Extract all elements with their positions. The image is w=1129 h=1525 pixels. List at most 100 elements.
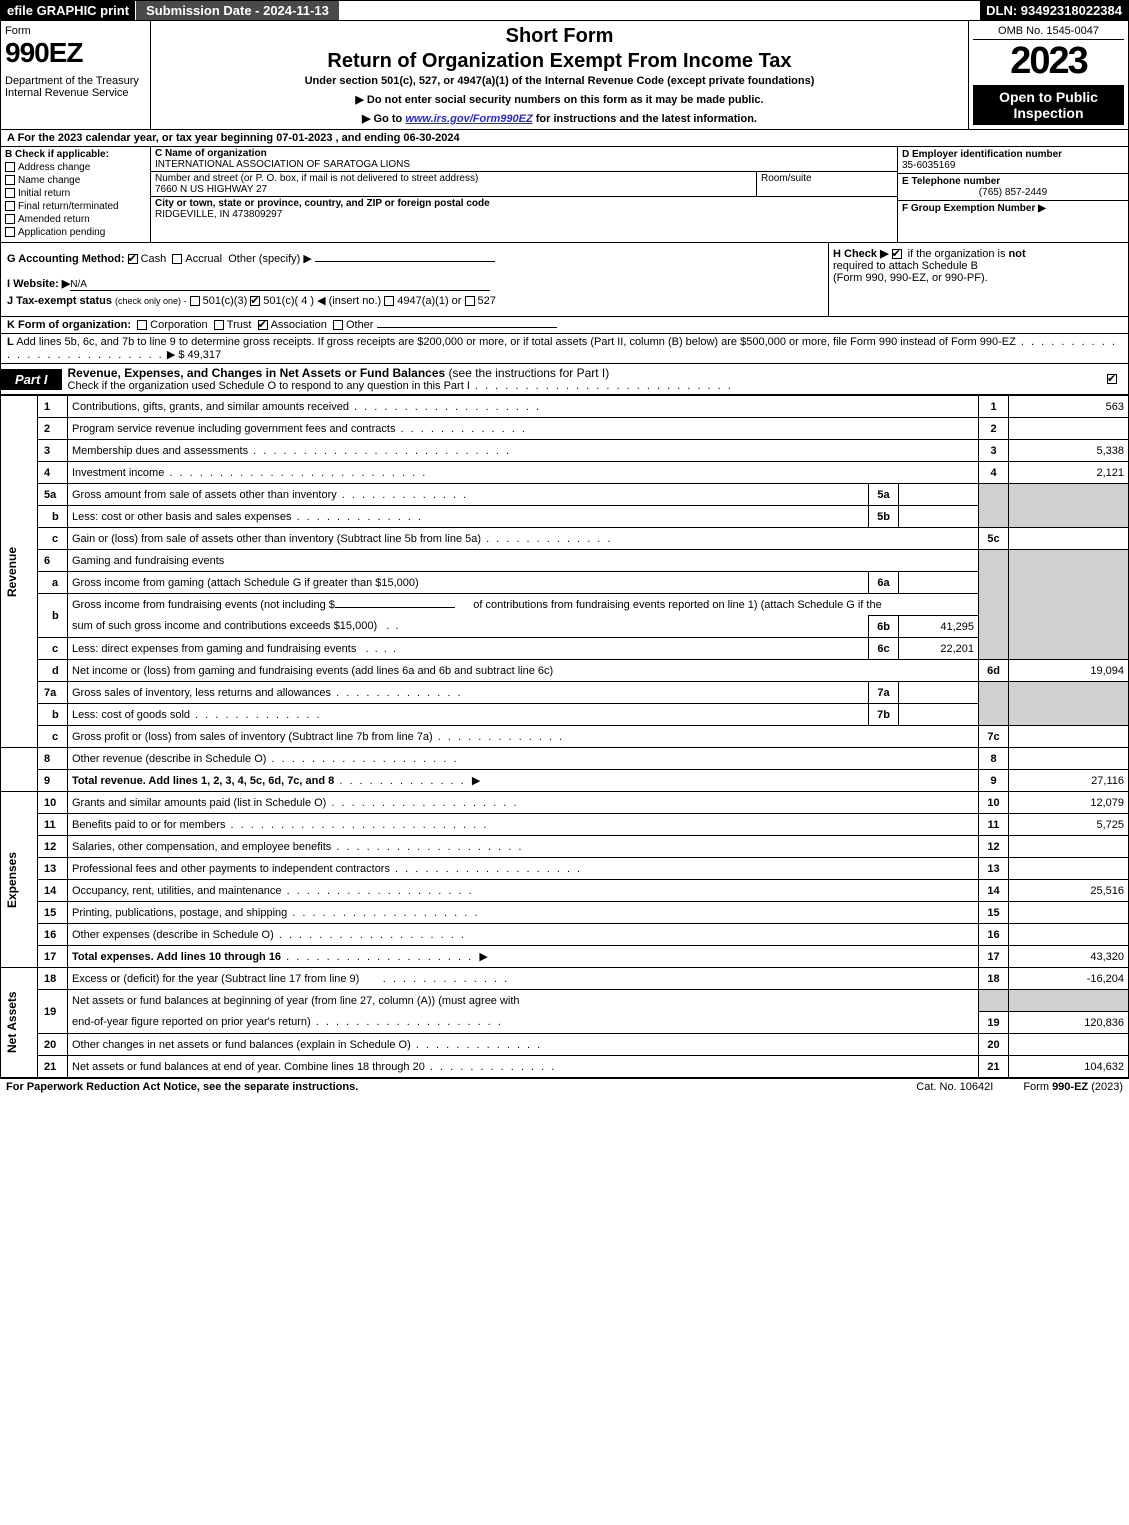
line-16-value [1009,924,1129,946]
k-trust[interactable] [214,320,224,330]
part-1-title: Revenue, Expenses, and Changes in Net As… [62,364,739,394]
line-14-value: 25,516 [1009,880,1129,902]
header-center: Short Form Return of Organization Exempt… [151,21,968,129]
ein-row: D Employer identification number 35-6035… [898,147,1128,174]
top-bar: efile GRAPHIC print Submission Date - 20… [0,0,1129,21]
org-name-row: C Name of organization INTERNATIONAL ASS… [151,147,897,172]
footer-right: Form 990-EZ (2023) [1023,1081,1123,1093]
gij-left: G Accounting Method: Cash Accrual Other … [1,243,828,316]
street-row: Number and street (or P. O. box, if mail… [151,172,897,197]
g-accrual-checkbox[interactable] [172,254,182,264]
b-name-change[interactable]: Name change [5,175,146,186]
vlabel-expenses: Expenses [5,794,19,965]
line-3-value: 5,338 [1009,440,1129,462]
website-value: N/A [70,279,490,291]
row-a: A For the 2023 calendar year, or tax yea… [0,130,1129,147]
line-8-value [1009,748,1129,770]
b-initial-return[interactable]: Initial return [5,188,146,199]
h-right: H Check ▶ if the organization is not req… [828,243,1128,316]
line-5a-value [899,484,979,506]
j-501c3[interactable] [190,296,200,306]
footer-center: Cat. No. 10642I [916,1081,993,1093]
telephone-value: (765) 857-2449 [902,187,1124,198]
line-18-value: -16,204 [1009,968,1129,990]
info-grid: B Check if applicable: Address change Na… [0,147,1129,243]
vlabel-netassets: Net Assets [5,970,19,1075]
line-17-value: 43,320 [1009,946,1129,968]
city-row: City or town, state or province, country… [151,197,897,221]
line-15-value [1009,902,1129,924]
dept-label: Department of the Treasury Internal Reve… [5,75,146,99]
line-l: L Add lines 5b, 6c, and 7b to line 9 to … [0,334,1129,364]
city-state-zip: RIDGEVILLE, IN 473809297 [155,209,282,220]
line-6c-value: 22,201 [899,638,979,660]
line-6b-value: 41,295 [899,616,979,638]
line-4-value: 2,121 [1009,462,1129,484]
note-2: ▶ Go to www.irs.gov/Form990EZ for instru… [155,112,964,125]
header-left: Form 990EZ Department of the Treasury In… [1,21,151,129]
vlabel-revenue: Revenue [5,398,19,745]
ein-value: 35-6035169 [902,160,1124,171]
section-def: D Employer identification number 35-6035… [898,147,1128,242]
org-name: INTERNATIONAL ASSOCIATION OF SARATOGA LI… [155,159,410,170]
line-6d-value: 19,094 [1009,660,1129,682]
l-amount: ▶ $ 49,317 [167,349,221,361]
part-1-tab: Part I [1,369,62,390]
line-2-value [1009,418,1129,440]
form-label: Form [5,25,146,37]
b-application-pending[interactable]: Application pending [5,227,146,238]
section-c: C Name of organization INTERNATIONAL ASS… [151,147,898,242]
part-1-schedule-o-checkbox[interactable] [1107,374,1117,384]
dln: DLN: 93492318022384 [980,1,1128,20]
line-11-value: 5,725 [1009,814,1129,836]
irs-link[interactable]: www.irs.gov/Form990EZ [405,113,532,125]
k-assoc[interactable] [258,320,268,330]
open-inspection: Open to Public Inspection [973,85,1124,125]
k-other[interactable] [333,320,343,330]
form-number: 990EZ [5,37,146,69]
form-header: Form 990EZ Department of the Treasury In… [0,21,1129,130]
omb-number: OMB No. 1545-0047 [973,25,1124,40]
line-9-value: 27,116 [1009,770,1129,792]
short-form-title: Short Form [155,25,964,48]
j-501c[interactable] [250,296,260,306]
ghij-block: G Accounting Method: Cash Accrual Other … [0,243,1129,317]
line-12-value [1009,836,1129,858]
section-b: B Check if applicable: Address change Na… [1,147,151,242]
line-5c-value [1009,528,1129,550]
footer-left: For Paperwork Reduction Act Notice, see … [6,1081,358,1093]
main-title: Return of Organization Exempt From Incom… [155,50,964,73]
line-7c-value [1009,726,1129,748]
line-1-value: 563 [1009,396,1129,418]
page-footer: For Paperwork Reduction Act Notice, see … [0,1078,1129,1095]
line-13-value [1009,858,1129,880]
h-checkbox[interactable] [892,249,902,259]
line-i: I Website: ▶N/A [7,277,822,291]
j-527[interactable] [465,296,475,306]
line-k: K Form of organization: Corporation Trus… [0,317,1129,334]
line-g: G Accounting Method: Cash Accrual Other … [7,252,822,265]
b-address-change[interactable]: Address change [5,162,146,173]
line-j: J Tax-exempt status (check only one) - 5… [7,294,822,307]
submission-date: Submission Date - 2024-11-13 [135,1,340,20]
tax-year: 2023 [973,40,1124,83]
line-21-value: 104,632 [1009,1056,1129,1078]
b-header: B Check if applicable: [5,149,146,160]
group-exemption-row: F Group Exemption Number ▶ [898,201,1128,216]
telephone-row: E Telephone number (765) 857-2449 [898,174,1128,201]
line-6a-value [899,572,979,594]
line-19-value: 120,836 [1009,1012,1129,1034]
efile-label: efile GRAPHIC print [1,1,135,20]
part-1-header: Part I Revenue, Expenses, and Changes in… [0,364,1129,395]
line-7a-value [899,682,979,704]
under-section: Under section 501(c), 527, or 4947(a)(1)… [155,75,964,87]
line-5b-value [899,506,979,528]
g-cash-checkbox[interactable] [128,254,138,264]
part-1-table: Revenue 1 Contributions, gifts, grants, … [0,395,1129,1078]
k-corp[interactable] [137,320,147,330]
line-7b-value [899,704,979,726]
note-1: ▶ Do not enter social security numbers o… [155,93,964,106]
j-4947[interactable] [384,296,394,306]
b-amended-return[interactable]: Amended return [5,214,146,225]
b-final-return[interactable]: Final return/terminated [5,201,146,212]
